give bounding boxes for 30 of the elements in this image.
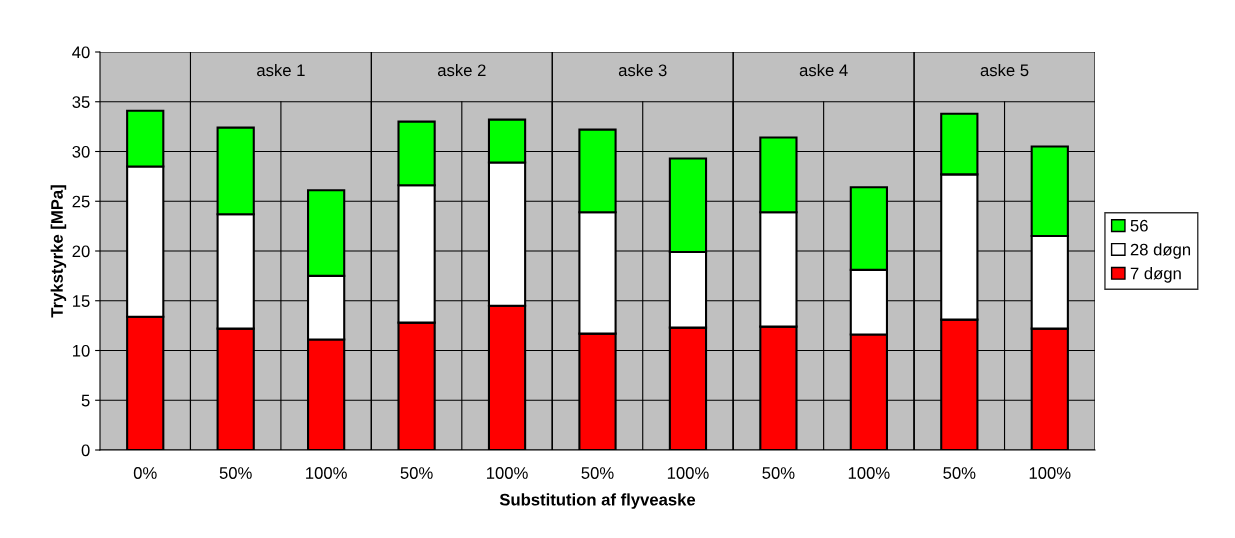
y-tick-label: 30 (72, 145, 90, 158)
legend-label: 56 (1130, 219, 1148, 232)
y-tick-label: 20 (72, 245, 90, 258)
x-tick-label: 50% (219, 467, 252, 479)
y-tick-label: 10 (73, 344, 90, 357)
annotation: aske 3 (618, 63, 667, 77)
x-tick-label: 100% (1029, 467, 1071, 479)
y-tick-label: 25 (72, 195, 90, 208)
x-tick-label: 50% (762, 467, 795, 479)
y-tick-label: 15 (73, 295, 90, 307)
y-tick-label: 40 (72, 46, 90, 59)
legend-label: 28 døgn (1130, 243, 1191, 259)
annotation: aske 5 (980, 63, 1029, 77)
x-axis-title: Substitution af flyveaske (499, 493, 696, 509)
y-tick-label: 0 (81, 444, 90, 457)
y-tick-label: 35 (72, 96, 90, 108)
x-tick-label: 50% (400, 467, 433, 479)
x-tick-label: 100% (306, 467, 347, 479)
annotation: aske 1 (257, 63, 305, 77)
x-tick-label: 100% (848, 467, 890, 479)
x-tick-label: 0% (133, 467, 157, 479)
x-tick-label: 100% (667, 467, 709, 479)
x-tick-label: 50% (581, 467, 614, 479)
legend-label: 7 døgn (1130, 267, 1181, 283)
y-tick-label: 5 (81, 394, 90, 407)
y-axis-title: Trykstyrke [MPa] (50, 185, 67, 318)
x-tick-label: 100% (487, 467, 528, 479)
x-tick-label: 50% (943, 467, 976, 479)
annotation: aske 4 (799, 63, 848, 77)
annotation: aske 2 (437, 63, 486, 77)
